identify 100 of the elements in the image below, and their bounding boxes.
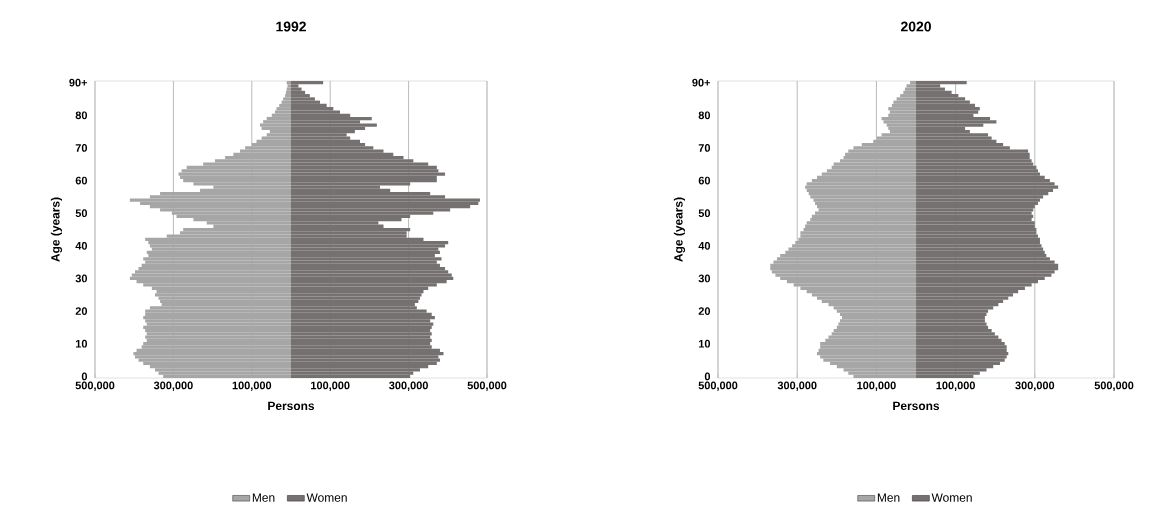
bar (891, 103, 917, 108)
chart-title: 2020 (900, 21, 931, 32)
y-tick-label: 80 (75, 111, 88, 120)
bar (291, 270, 449, 274)
bar (916, 309, 989, 313)
bar (916, 224, 1035, 228)
y-tick-label: 60 (698, 176, 711, 185)
bar (266, 133, 291, 137)
bar (291, 319, 431, 323)
bar (916, 120, 997, 124)
bar (916, 201, 1038, 206)
bar (291, 358, 440, 362)
bar (291, 172, 446, 176)
bar (291, 231, 407, 235)
bar (291, 90, 306, 95)
y-tick-label: 90+ (692, 78, 711, 87)
y-tick-label: 0 (704, 372, 711, 381)
y-tick-label: 50 (698, 209, 711, 218)
bar (916, 260, 1055, 264)
bar (916, 234, 1038, 238)
bar (817, 351, 917, 356)
y-tick-label: 90+ (69, 78, 88, 87)
bar (256, 139, 291, 144)
bar (916, 214, 1034, 219)
y-tick-label: 70 (75, 144, 88, 152)
bar (266, 116, 291, 121)
bar (916, 240, 1040, 245)
y-axis-title: Age (years) (673, 197, 686, 262)
y-tick-label: 60 (75, 176, 88, 185)
bar (906, 84, 917, 88)
y-tick-label: 30 (698, 274, 711, 283)
bar (186, 165, 291, 170)
legend-label: Women (306, 493, 347, 502)
bar (291, 240, 449, 245)
bar (896, 97, 917, 101)
bar (836, 325, 917, 330)
bar (881, 116, 917, 121)
y-tick-label: 80 (698, 111, 711, 120)
bar (916, 253, 1047, 258)
bar (143, 325, 291, 330)
bar (291, 296, 420, 300)
bar (291, 123, 377, 127)
bar (291, 332, 432, 336)
bar (916, 165, 1037, 170)
bar (291, 293, 422, 297)
bar (291, 87, 302, 91)
bar (291, 81, 324, 85)
bar (841, 315, 917, 320)
legend-label: Men (252, 493, 275, 502)
bar (916, 152, 1030, 157)
y-axis-title: Age (years) (50, 197, 63, 262)
bar (795, 240, 917, 245)
y-tick-label: 40 (698, 241, 711, 250)
bar (916, 191, 1049, 196)
x-tick-label: 100,000 (311, 381, 350, 391)
bar (291, 338, 432, 343)
legend-label: Women (931, 493, 972, 502)
y-tick-label: 0 (81, 372, 88, 381)
bar (291, 355, 439, 359)
bar (291, 116, 372, 121)
bar (916, 107, 980, 111)
bar (291, 374, 411, 378)
bar (916, 358, 1005, 362)
bar (916, 325, 989, 330)
bar (916, 81, 967, 85)
bar (770, 263, 917, 268)
y-tick-label: 30 (75, 274, 88, 283)
bar (916, 136, 992, 140)
x-tick-label: 300,000 (777, 381, 817, 391)
bar (916, 221, 1035, 225)
legend-label: Men (877, 493, 900, 502)
bar (811, 178, 917, 183)
bar (141, 263, 291, 268)
bar (291, 276, 454, 281)
bar (291, 302, 415, 307)
bar (176, 214, 291, 219)
bar (916, 273, 1052, 277)
bar (916, 227, 1037, 232)
y-tick-label: 20 (75, 307, 88, 315)
bar (183, 178, 291, 183)
bar (285, 94, 291, 98)
bar (904, 87, 917, 91)
bar (916, 332, 995, 336)
bar (916, 247, 1044, 251)
bar (916, 306, 994, 310)
bar (291, 325, 432, 330)
bar (780, 253, 917, 258)
bar (916, 133, 989, 137)
bar (916, 195, 1044, 199)
y-tick-label: 10 (75, 339, 88, 348)
bar (916, 208, 1034, 212)
bar (808, 191, 917, 196)
bar (291, 351, 444, 356)
bar (916, 231, 1037, 235)
bar (903, 90, 917, 95)
x-axis-title: Persons (268, 401, 315, 411)
bar (276, 107, 291, 111)
bar (291, 273, 452, 277)
bar (831, 165, 917, 170)
x-tick-label: 100,000 (857, 381, 896, 391)
